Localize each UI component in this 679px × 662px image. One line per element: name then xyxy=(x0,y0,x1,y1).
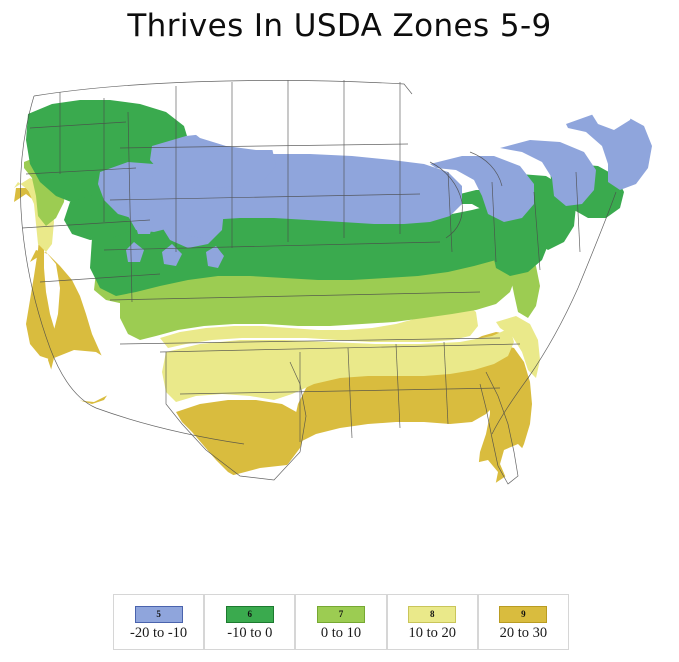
zone-8-areas xyxy=(14,178,540,402)
legend-zone-number: 6 xyxy=(247,608,253,619)
map-container xyxy=(0,52,679,557)
legend-item-zone-6[interactable]: 6 -10 to 0 xyxy=(204,594,296,650)
page-title: Thrives In USDA Zones 5-9 xyxy=(127,7,552,44)
legend-swatch-zone-7: 7 xyxy=(317,605,365,623)
legend-item-zone-7[interactable]: 7 0 to 10 xyxy=(295,594,387,650)
legend-zone-number: 5 xyxy=(156,608,161,619)
legend-zone-range: -20 to -10 xyxy=(130,624,188,641)
zone-fill-layers xyxy=(14,100,652,484)
legend-zone-range: 0 to 10 xyxy=(320,624,362,641)
rocky-mountain-zone-detail xyxy=(126,160,224,268)
legend-swatch-zone-6: 6 xyxy=(225,605,274,623)
legend-swatch-zone-9: 9 xyxy=(499,605,548,623)
legend-zone-range: 20 to 30 xyxy=(499,624,548,641)
legend-item-zone-5[interactable]: 5 -20 to -10 xyxy=(113,594,205,650)
legend-zone-number: 9 xyxy=(521,608,526,619)
legend-zone-range: 10 to 20 xyxy=(408,624,456,641)
legend-item-zone-8[interactable]: 8 10 to 20 xyxy=(386,594,478,650)
legend-zone-number: 8 xyxy=(429,608,435,619)
legend-swatch-zone-5: 5 xyxy=(134,605,183,623)
zone-legend: 5 -20 to -10 6 -10 to 0 7 0 to 10 8 10 t… xyxy=(113,594,570,650)
page-title-container: Thrives In USDA Zones 5-9 xyxy=(0,0,679,52)
state-borders xyxy=(20,80,617,485)
legend-swatch-zone-8: 8 xyxy=(408,605,457,623)
usda-zone-map-graphic xyxy=(14,74,652,512)
legend-zone-number: 7 xyxy=(338,608,344,619)
legend-item-zone-9[interactable]: 9 20 to 30 xyxy=(477,594,570,650)
out-of-range-areas xyxy=(50,74,636,512)
legend-zone-range: -10 to 0 xyxy=(227,624,273,641)
